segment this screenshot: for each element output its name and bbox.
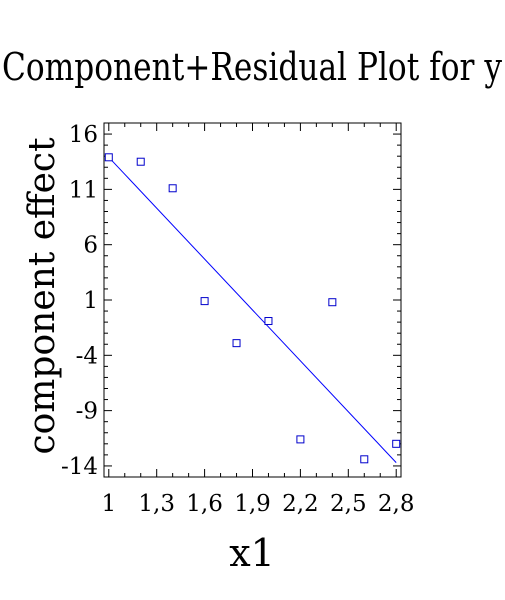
x-tick-label: 1 <box>101 491 116 517</box>
y-tick-label: 11 <box>69 177 98 203</box>
y-tick-label: 6 <box>83 233 98 259</box>
data-point <box>168 184 177 193</box>
y-axis-label: component effect <box>22 137 63 455</box>
data-point <box>328 298 337 307</box>
plot-area <box>103 122 402 478</box>
fit-line <box>108 156 397 463</box>
x-axis: 1 1,3 1,6 1,9 2,2 2,5 2,8 <box>101 123 414 517</box>
data-point <box>360 455 369 464</box>
data-point <box>200 297 209 306</box>
y-tick-label: -9 <box>76 399 98 425</box>
plot-marks <box>104 153 401 464</box>
y-tick-label: 16 <box>69 122 98 148</box>
x-tick-label: 1,9 <box>234 491 271 517</box>
x-tick-label: 1,6 <box>186 491 223 517</box>
data-point <box>392 439 401 448</box>
data-point <box>232 339 241 348</box>
x-axis-label: x1 <box>229 531 275 575</box>
data-point <box>104 153 113 162</box>
y-tick-label: -14 <box>61 454 98 480</box>
data-point <box>296 435 305 444</box>
data-point <box>264 317 273 326</box>
x-tick-label: 2,8 <box>378 491 415 517</box>
plot-border <box>103 122 402 478</box>
x-tick-label: 2,2 <box>282 491 319 517</box>
data-point <box>136 157 145 166</box>
x-tick-label: 1,3 <box>138 491 175 517</box>
y-tick-label: 1 <box>83 288 98 314</box>
y-tick-label: -4 <box>76 343 98 369</box>
x-tick-label: 2,5 <box>330 491 367 517</box>
chart-title: Component+Residual Plot for y <box>2 45 502 89</box>
